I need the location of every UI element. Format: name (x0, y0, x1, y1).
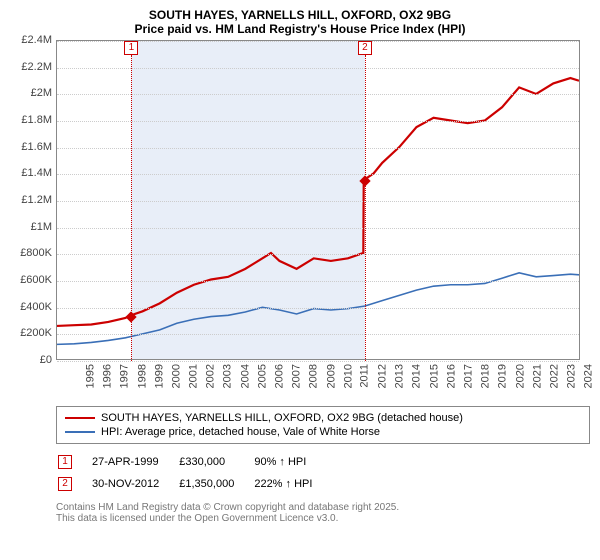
x-tick-label: 2020 (514, 364, 526, 388)
gridline (57, 94, 579, 95)
table-row: 1 27-APR-1999 £330,000 90% ↑ HPI (58, 452, 330, 472)
legend: SOUTH HAYES, YARNELLS HILL, OXFORD, OX2 … (56, 406, 590, 444)
y-tick-label: £0 (10, 354, 52, 366)
x-tick-label: 2024 (583, 364, 595, 388)
gridline (57, 148, 579, 149)
footer: Contains HM Land Registry data © Crown c… (56, 502, 590, 524)
y-tick-label: £1.6M (10, 141, 52, 153)
x-tick-label: 2016 (445, 364, 457, 388)
sale-date-2: 30-NOV-2012 (92, 474, 177, 494)
x-tick-label: 2014 (411, 364, 423, 388)
x-tick-label: 2005 (256, 364, 268, 388)
gridline (57, 174, 579, 175)
x-tick-label: 1999 (153, 364, 165, 388)
x-tick-label: 1998 (136, 364, 148, 388)
y-tick-label: £1.8M (10, 114, 52, 126)
y-tick-label: £2M (10, 87, 52, 99)
x-tick-label: 1996 (102, 364, 114, 388)
gridline (57, 281, 579, 282)
x-tick-label: 2022 (548, 364, 560, 388)
y-tick-label: £2.2M (10, 61, 52, 73)
x-tick-label: 2003 (222, 364, 234, 388)
chart-title: SOUTH HAYES, YARNELLS HILL, OXFORD, OX2 … (0, 0, 600, 40)
legend-label-hpi: HPI: Average price, detached house, Vale… (101, 426, 380, 438)
x-tick-label: 2021 (531, 364, 543, 388)
gridline (57, 308, 579, 309)
sale-price-1: £330,000 (179, 452, 252, 472)
y-tick-label: £200K (10, 327, 52, 339)
x-tick-label: 1997 (119, 364, 131, 388)
x-tick-label: 2004 (239, 364, 251, 388)
gridline (57, 228, 579, 229)
title-line-1: SOUTH HAYES, YARNELLS HILL, OXFORD, OX2 … (0, 8, 600, 22)
gridline (57, 334, 579, 335)
y-tick-label: £400K (10, 301, 52, 313)
sale-marker-2: 2 (58, 477, 72, 491)
legend-row-hpi: HPI: Average price, detached house, Vale… (65, 425, 581, 439)
gridline (57, 361, 579, 362)
plot-area: 12 (56, 40, 580, 360)
x-tick-label: 2013 (394, 364, 406, 388)
sale-date-1: 27-APR-1999 (92, 452, 177, 472)
x-tick-label: 2007 (291, 364, 303, 388)
x-tick-label: 2018 (480, 364, 492, 388)
gridline (57, 68, 579, 69)
x-tick-label: 2009 (325, 364, 337, 388)
legend-row-property: SOUTH HAYES, YARNELLS HILL, OXFORD, OX2 … (65, 411, 581, 425)
chart: 12 £0£200K£400K£600K£800K£1M£1.2M£1.4M£1… (10, 40, 590, 400)
x-tick-label: 2019 (497, 364, 509, 388)
legend-swatch-hpi (65, 431, 95, 433)
x-tick-label: 2006 (273, 364, 285, 388)
y-tick-label: £600K (10, 274, 52, 286)
footer-line-1: Contains HM Land Registry data © Crown c… (56, 502, 590, 513)
y-tick-label: £1M (10, 221, 52, 233)
title-line-2: Price paid vs. HM Land Registry's House … (0, 22, 600, 36)
sales-table: 1 27-APR-1999 £330,000 90% ↑ HPI 2 30-NO… (56, 450, 332, 496)
marker-box-1: 1 (124, 41, 138, 55)
x-tick-label: 2017 (462, 364, 474, 388)
sale-delta-2: 222% ↑ HPI (254, 474, 330, 494)
marker-line-2 (365, 55, 366, 361)
footer-line-2: This data is licensed under the Open Gov… (56, 513, 590, 524)
gridline (57, 121, 579, 122)
x-tick-label: 2011 (359, 364, 371, 388)
x-tick-label: 2008 (308, 364, 320, 388)
x-tick-label: 2000 (170, 364, 182, 388)
y-tick-label: £1.4M (10, 167, 52, 179)
marker-box-2: 2 (358, 41, 372, 55)
sale-price-2: £1,350,000 (179, 474, 252, 494)
gridline (57, 201, 579, 202)
sale-marker-1: 1 (58, 455, 72, 469)
legend-label-property: SOUTH HAYES, YARNELLS HILL, OXFORD, OX2 … (101, 412, 463, 424)
line-layer (57, 41, 579, 359)
x-tick-label: 2001 (188, 364, 200, 388)
y-tick-label: £1.2M (10, 194, 52, 206)
x-tick-label: 1995 (84, 364, 96, 388)
sale-delta-1: 90% ↑ HPI (254, 452, 330, 472)
x-tick-label: 2010 (342, 364, 354, 388)
x-tick-label: 2002 (205, 364, 217, 388)
x-tick-label: 2015 (428, 364, 440, 388)
legend-swatch-property (65, 417, 95, 419)
y-tick-label: £800K (10, 247, 52, 259)
y-tick-label: £2.4M (10, 34, 52, 46)
x-tick-label: 2012 (377, 364, 389, 388)
x-tick-label: 2023 (566, 364, 578, 388)
gridline (57, 254, 579, 255)
table-row: 2 30-NOV-2012 £1,350,000 222% ↑ HPI (58, 474, 330, 494)
